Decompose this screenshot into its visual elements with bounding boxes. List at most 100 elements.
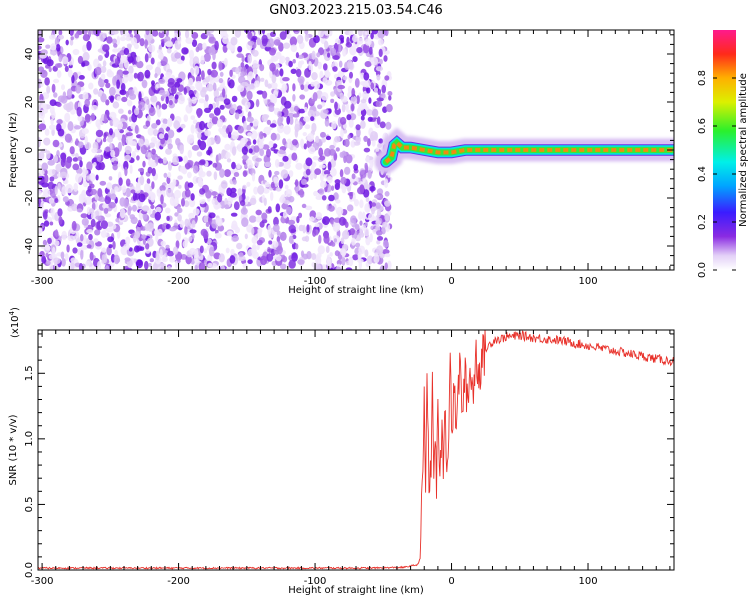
noise-speckle — [187, 77, 194, 86]
noise-speckle — [195, 75, 202, 83]
noise-speckle — [179, 219, 185, 228]
noise-speckle — [279, 263, 287, 270]
noise-speckle — [174, 94, 179, 100]
noise-speckle — [73, 125, 82, 130]
noise-speckle — [282, 210, 288, 219]
noise-speckle — [216, 97, 220, 108]
noise-speckle — [317, 61, 322, 70]
noise-speckle — [212, 162, 218, 168]
noise-speckle — [39, 224, 45, 229]
noise-speckle — [360, 115, 365, 121]
noise-speckle — [125, 135, 133, 145]
noise-speckle — [159, 249, 163, 258]
noise-speckle — [218, 78, 224, 84]
noise-speckle — [97, 55, 103, 61]
noise-speckle — [323, 63, 328, 71]
noise-speckle — [295, 243, 299, 250]
noise-speckle — [158, 78, 166, 84]
noise-speckle — [241, 146, 248, 155]
noise-speckle — [218, 61, 223, 71]
noise-speckle — [368, 97, 372, 104]
noise-speckle — [381, 84, 387, 94]
noise-speckle — [237, 144, 242, 151]
noise-speckle — [54, 229, 59, 238]
noise-speckle — [328, 148, 337, 156]
noise-speckle — [46, 59, 54, 67]
noise-speckle — [217, 224, 225, 232]
noise-speckle — [78, 75, 85, 80]
noise-speckle — [51, 30, 56, 35]
noise-speckle — [230, 248, 235, 256]
noise-speckle — [300, 178, 308, 185]
noise-speckle — [56, 70, 62, 78]
noise-speckle — [225, 151, 231, 159]
x-tick-label: -100 — [304, 276, 327, 287]
noise-speckle — [323, 109, 329, 114]
noise-speckle — [288, 224, 296, 234]
noise-speckle — [45, 44, 51, 49]
noise-speckle — [313, 190, 319, 197]
noise-speckle — [52, 139, 60, 148]
noise-speckle — [184, 225, 188, 235]
noise-speckle — [106, 36, 113, 44]
noise-speckle — [317, 104, 323, 110]
noise-speckle — [308, 60, 312, 71]
noise-speckle — [150, 95, 158, 103]
noise-speckle — [384, 214, 390, 222]
noise-speckle — [86, 40, 92, 51]
noise-speckle — [130, 189, 136, 194]
noise-speckle — [276, 236, 281, 243]
noise-speckle — [229, 69, 233, 78]
noise-speckle — [171, 85, 177, 95]
noise-speckle — [51, 128, 55, 136]
noise-speckle — [288, 60, 293, 68]
noise-speckle — [345, 102, 349, 113]
noise-speckle — [187, 171, 192, 179]
noise-speckle — [57, 128, 65, 137]
noise-speckle — [290, 68, 297, 75]
noise-speckle — [370, 56, 379, 66]
noise-speckle — [80, 249, 84, 260]
noise-speckle — [104, 196, 112, 205]
noise-speckle — [247, 31, 253, 40]
noise-speckle — [108, 244, 113, 249]
noise-speckle — [172, 246, 179, 255]
snr-x-axis-label: Height of straight line (km) — [288, 585, 424, 596]
noise-speckle — [219, 168, 225, 178]
noise-speckle — [112, 48, 119, 53]
noise-speckle — [229, 255, 236, 264]
noise-speckle — [332, 55, 340, 60]
noise-speckle — [103, 207, 109, 214]
noise-speckle — [267, 206, 272, 213]
signal-band-layer — [374, 127, 674, 174]
noise-speckle — [127, 56, 134, 63]
noise-speckle — [144, 183, 151, 193]
noise-speckle — [155, 83, 161, 89]
noise-speckle — [53, 154, 59, 163]
noise-speckle — [150, 57, 155, 65]
noise-speckle — [303, 143, 307, 150]
noise-speckle — [175, 231, 182, 241]
noise-speckle — [340, 176, 347, 185]
noise-speckle — [247, 54, 252, 64]
noise-speckle — [147, 159, 155, 167]
noise-speckle — [219, 84, 223, 92]
noise-speckle — [138, 104, 143, 110]
noise-speckle — [258, 140, 264, 149]
snr-ticks: -300 -200 -100 0 100 0.0 0.5 1.0 1.5 — [24, 330, 674, 587]
noise-speckle — [176, 78, 183, 83]
noise-speckle — [327, 52, 331, 58]
noise-speckle — [69, 39, 74, 46]
noise-speckle — [189, 247, 197, 255]
noise-speckle — [239, 200, 246, 206]
noise-speckle — [54, 240, 60, 247]
noise-speckle — [246, 90, 253, 101]
noise-speckle — [311, 122, 317, 133]
noise-speckle — [77, 156, 83, 162]
noise-speckle — [387, 91, 393, 96]
noise-speckle — [228, 79, 235, 89]
noise-speckle — [43, 188, 51, 197]
noise-speckle — [321, 195, 327, 201]
noise-speckle — [105, 265, 110, 270]
noise-speckle — [302, 224, 306, 234]
